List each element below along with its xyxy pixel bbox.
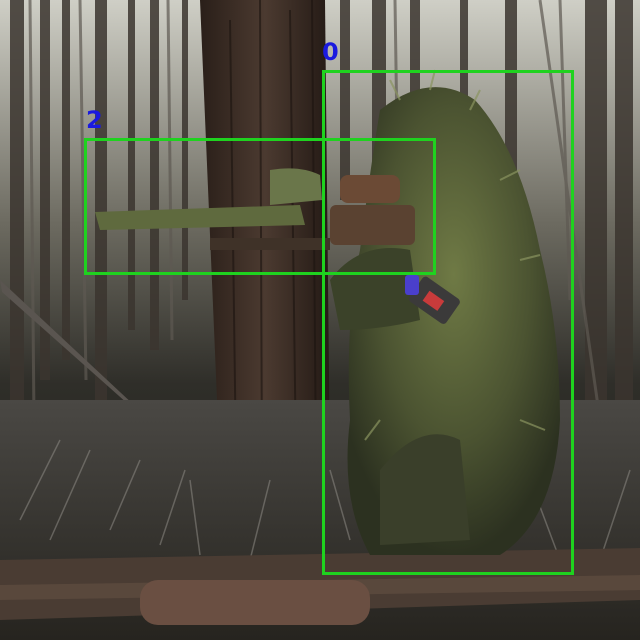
detection-label-0: 0 [322,38,339,66]
background-trees [10,0,633,440]
detection-box-2 [84,138,436,275]
detection-box-0 [322,70,574,575]
sniper-ghillie-suit [330,69,560,555]
detection-label-2: 2 [86,106,103,134]
rifle [95,168,415,250]
tree-trunk [200,0,330,470]
